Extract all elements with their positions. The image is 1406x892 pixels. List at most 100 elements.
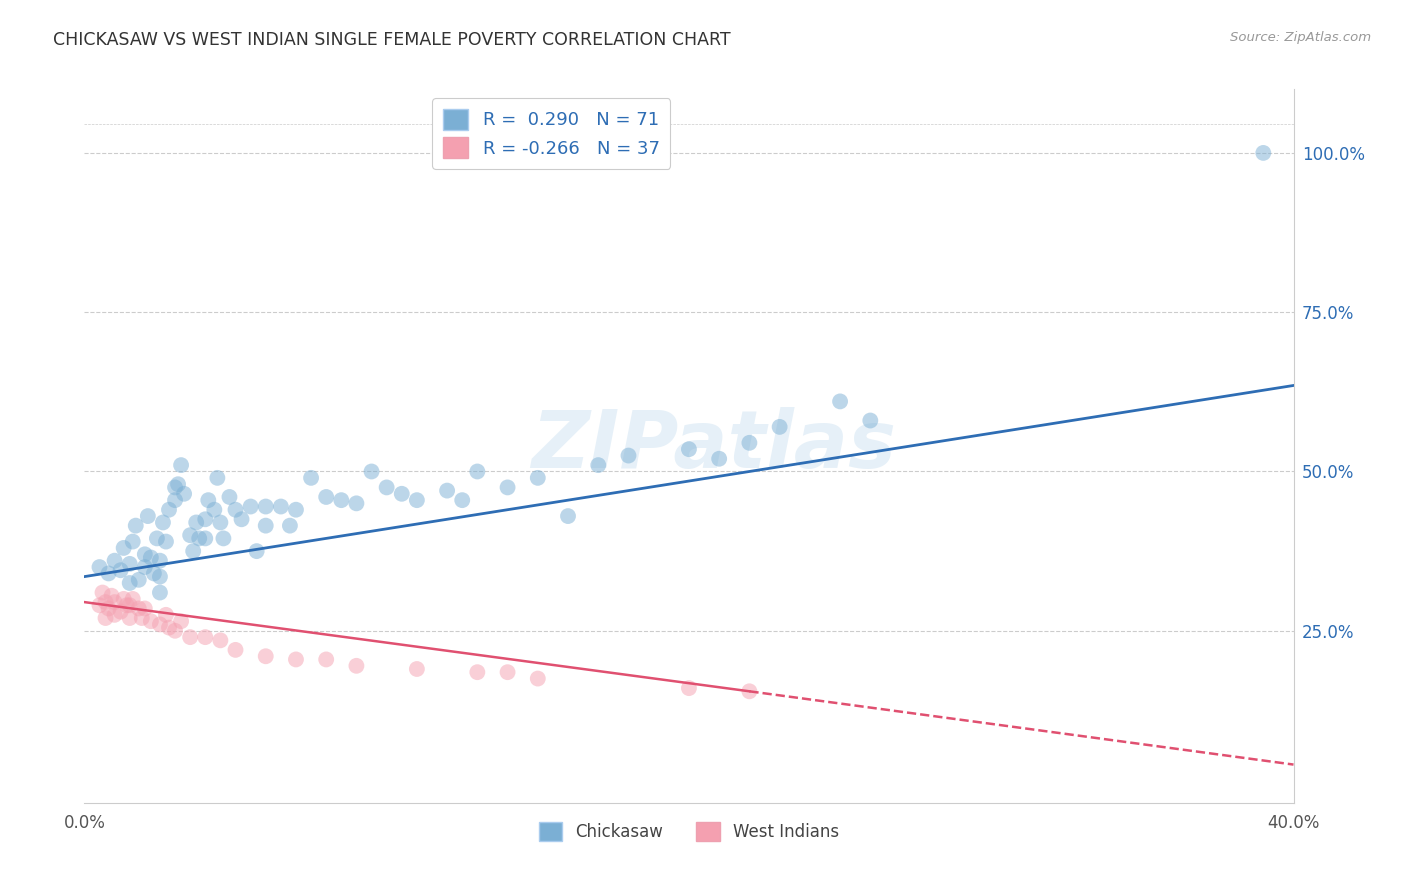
Point	[360, 465, 382, 479]
Point	[94, 595, 117, 609]
Point	[254, 518, 277, 533]
Point	[165, 624, 187, 638]
Point	[436, 483, 458, 498]
Text: ZIPatlas: ZIPatlas	[530, 407, 896, 485]
Point	[285, 502, 308, 516]
Point	[188, 532, 211, 546]
Point	[678, 442, 700, 457]
Point	[104, 554, 127, 568]
Point	[128, 573, 150, 587]
Point	[186, 516, 208, 530]
Point	[112, 591, 135, 606]
Point	[212, 532, 235, 546]
Point	[527, 471, 550, 485]
Point	[179, 528, 201, 542]
Point	[134, 601, 156, 615]
Point	[557, 509, 579, 524]
Point	[207, 471, 229, 485]
Point	[121, 534, 143, 549]
Point	[149, 617, 172, 632]
Point	[769, 420, 792, 434]
Point	[89, 560, 111, 574]
Point	[406, 493, 429, 508]
Point	[285, 652, 308, 666]
Point	[149, 569, 172, 583]
Point	[152, 516, 174, 530]
Point	[125, 518, 148, 533]
Point	[270, 500, 292, 514]
Point	[225, 502, 247, 516]
Point	[346, 496, 368, 510]
Point	[134, 547, 156, 561]
Point	[391, 487, 413, 501]
Point	[110, 605, 132, 619]
Point	[278, 518, 301, 533]
Point	[738, 684, 761, 698]
Point	[170, 458, 193, 472]
Point	[346, 658, 368, 673]
Point	[709, 451, 731, 466]
Point	[738, 435, 761, 450]
Point	[181, 544, 204, 558]
Point	[157, 621, 180, 635]
Point	[167, 477, 190, 491]
Point	[131, 611, 153, 625]
Point	[104, 607, 127, 622]
Point	[451, 493, 474, 508]
Point	[121, 591, 143, 606]
Point	[110, 563, 132, 577]
Point	[330, 493, 353, 508]
Point	[179, 630, 201, 644]
Point	[118, 611, 141, 625]
Point	[155, 607, 177, 622]
Point	[209, 516, 232, 530]
Point	[209, 633, 232, 648]
Point	[170, 614, 193, 628]
Point	[118, 576, 141, 591]
Point	[134, 560, 156, 574]
Point	[128, 601, 150, 615]
Point	[89, 599, 111, 613]
Point	[165, 480, 187, 494]
Point	[678, 681, 700, 695]
Point	[100, 589, 122, 603]
Point	[104, 595, 127, 609]
Point	[197, 493, 219, 508]
Point	[173, 487, 195, 501]
Point	[139, 550, 162, 565]
Point	[157, 502, 180, 516]
Point	[315, 652, 337, 666]
Point	[146, 532, 169, 546]
Point	[94, 611, 117, 625]
Point	[496, 480, 519, 494]
Point	[254, 649, 277, 664]
Point	[118, 599, 141, 613]
Point	[315, 490, 337, 504]
Point	[225, 643, 247, 657]
Point	[254, 500, 277, 514]
Point	[588, 458, 610, 472]
Point	[194, 532, 217, 546]
Point	[115, 599, 138, 613]
Point	[467, 665, 489, 680]
Point	[202, 502, 225, 516]
Point	[375, 480, 398, 494]
Point	[299, 471, 322, 485]
Point	[1253, 145, 1275, 160]
Point	[239, 500, 262, 514]
Point	[859, 413, 882, 427]
Point	[165, 493, 187, 508]
Point	[496, 665, 519, 680]
Point	[136, 509, 159, 524]
Point	[194, 512, 217, 526]
Point	[246, 544, 269, 558]
Point	[97, 601, 120, 615]
Point	[112, 541, 135, 555]
Point	[118, 557, 141, 571]
Point	[91, 585, 114, 599]
Point	[617, 449, 640, 463]
Point	[218, 490, 240, 504]
Text: Source: ZipAtlas.com: Source: ZipAtlas.com	[1230, 31, 1371, 45]
Point	[155, 534, 177, 549]
Text: CHICKASAW VS WEST INDIAN SINGLE FEMALE POVERTY CORRELATION CHART: CHICKASAW VS WEST INDIAN SINGLE FEMALE P…	[53, 31, 731, 49]
